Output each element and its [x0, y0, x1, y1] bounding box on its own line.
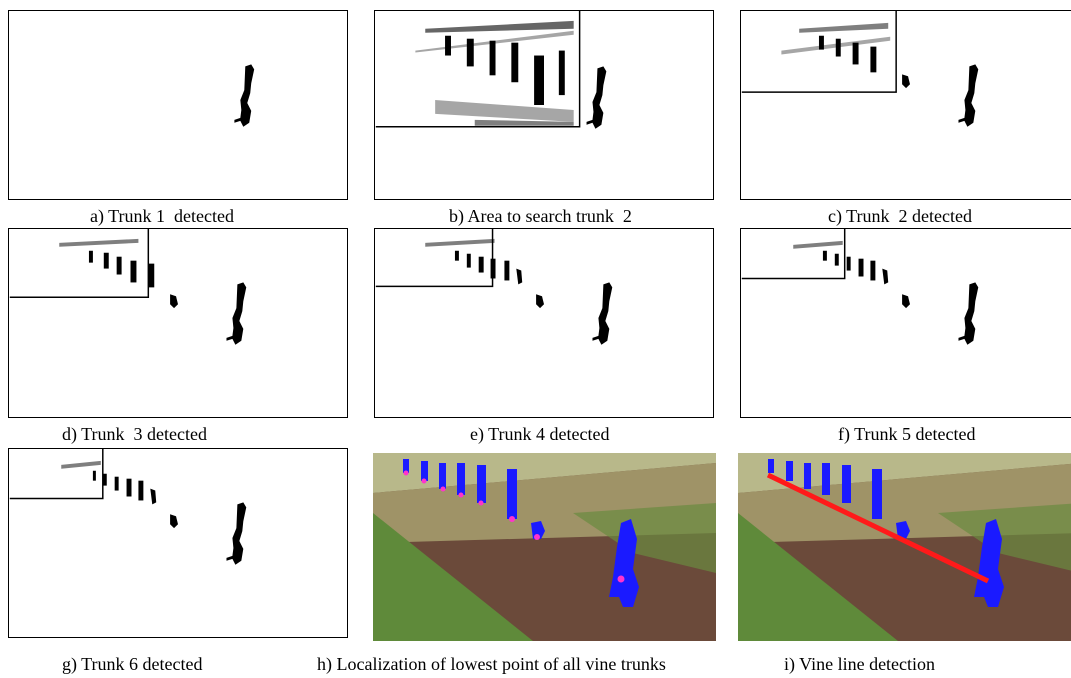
caption-h: h) Localization of lowest point of all v…: [317, 654, 666, 674]
search-area-box: [9, 229, 150, 299]
trunk-1: [234, 64, 255, 127]
search-area-box: [9, 449, 104, 500]
caption-b: b) Area to search trunk 2: [449, 206, 632, 226]
binary-mask-g: [9, 449, 247, 565]
binary-mask-a: [234, 64, 255, 127]
panel-e-trunk4: [374, 228, 714, 418]
search-area-box: [375, 11, 581, 128]
vineyard-photo-h: [373, 453, 716, 641]
binary-mask-c: [741, 11, 979, 127]
search-area-box: [741, 11, 897, 93]
panel-g-trunk6: [8, 448, 348, 638]
binary-mask-d: [9, 229, 247, 345]
panel-c-trunk2: [740, 10, 1071, 200]
photo-h-lowest-points: [373, 453, 716, 641]
caption-i: i) Vine line detection: [784, 654, 936, 674]
binary-mask-b: [375, 11, 607, 129]
panel-a-trunk1: [8, 10, 348, 200]
search-area-box: [375, 229, 494, 288]
caption-e: e) Trunk 4 detected: [470, 424, 610, 444]
caption-a: a) Trunk 1 detected: [90, 206, 234, 226]
vine-line: [766, 472, 990, 584]
binary-mask-f: [741, 229, 979, 345]
caption-d: d) Trunk 3 detected: [62, 424, 207, 444]
vineyard-photo-i: [738, 453, 1071, 641]
caption-f: f) Trunk 5 detected: [838, 424, 976, 444]
caption-g: g) Trunk 6 detected: [62, 654, 203, 674]
panel-b-search-area: [374, 10, 714, 200]
panel-f-trunk5: [740, 228, 1071, 418]
search-area-box: [741, 229, 846, 280]
binary-mask-e: [375, 229, 613, 345]
caption-c: c) Trunk 2 detected: [828, 206, 972, 226]
photo-i-vine-line: [738, 453, 1071, 641]
panel-d-trunk3: [8, 228, 348, 418]
